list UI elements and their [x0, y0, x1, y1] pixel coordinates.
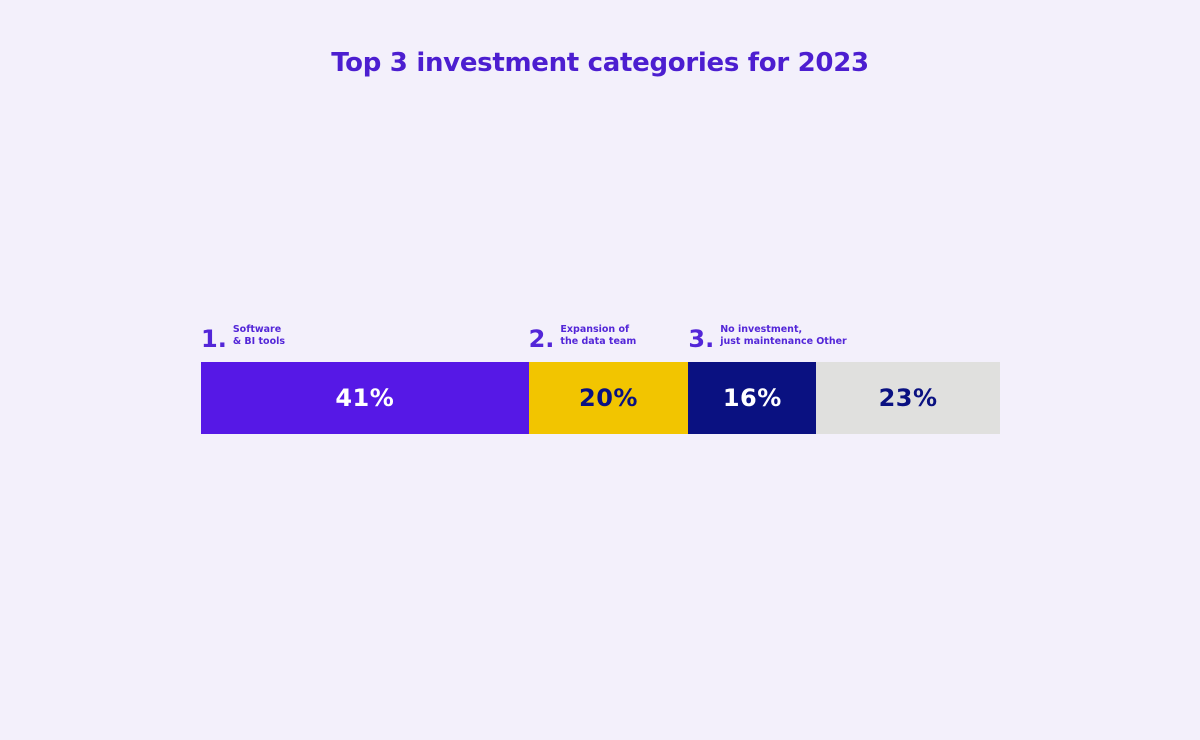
label-line-2: the data team: [560, 335, 637, 347]
bar-segment-software-bi-tools: 41%: [201, 362, 529, 434]
rank-number: 2.: [528, 325, 555, 353]
rank-number: 1.: [201, 325, 227, 353]
label-line-1: No investment,: [720, 324, 803, 335]
label-data-team-expansion: 2. Expansion of the data team: [529, 324, 637, 351]
label-other: Other: [816, 336, 847, 348]
label-line-2: Other: [816, 335, 847, 347]
label-line-1: Expansion of: [560, 324, 630, 335]
segment-labels-row: 1. Software & BI tools 2. Expansion of t…: [201, 321, 1000, 351]
bar-segment-no-investment: 16%: [688, 362, 817, 434]
label-line-1: Software: [232, 324, 282, 335]
segment-value: 16%: [722, 384, 782, 412]
segment-label-text: Other: [816, 336, 847, 348]
label-line-2: & BI tools: [232, 335, 286, 347]
chart-title: Top 3 investment categories for 2023: [331, 48, 869, 78]
stacked-bar-chart: 1. Software & BI tools 2. Expansion of t…: [201, 321, 1000, 434]
segment-value: 41%: [335, 384, 395, 412]
label-software-bi-tools: 1. Software & BI tools: [201, 324, 285, 351]
segment-label-text: Software & BI tools: [233, 324, 285, 347]
bar-segment-data-team-expansion: 20%: [528, 362, 689, 434]
rank-number: 3.: [688, 325, 715, 353]
label-line-2: just maintenance: [720, 335, 814, 347]
segment-label-text: No investment, just maintenance: [720, 324, 813, 347]
segment-value: 23%: [878, 384, 938, 412]
segment-label-text: Expansion of the data team: [560, 324, 636, 347]
bar-segment-other: 23%: [816, 362, 1000, 434]
segment-value: 20%: [579, 384, 638, 412]
stacked-bar: 41% 20% 16% 23%: [201, 362, 1000, 434]
label-no-investment: 3. No investment, just maintenance: [688, 324, 813, 351]
